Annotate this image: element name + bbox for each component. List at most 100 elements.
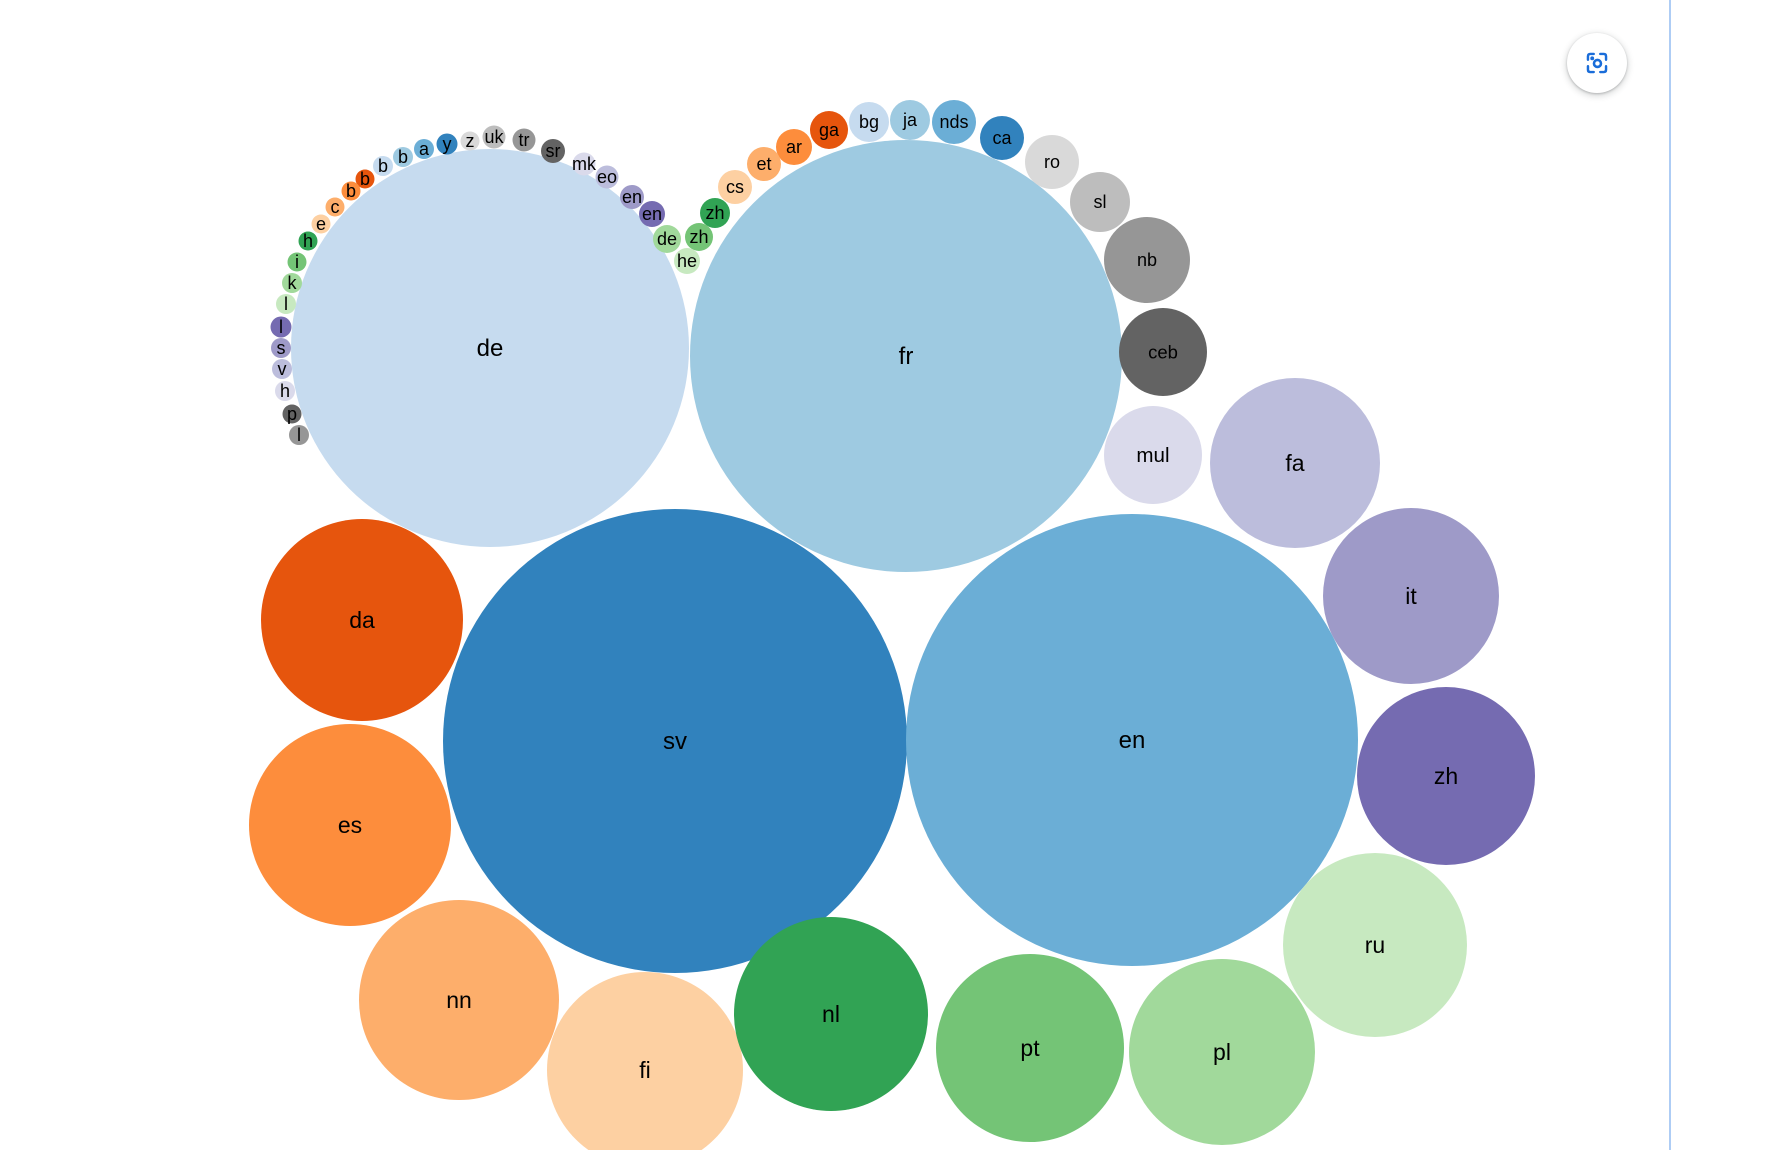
bubble-circle[interactable] — [287, 252, 307, 272]
bubble-mul[interactable]: mul — [1104, 406, 1202, 504]
bubble-circle[interactable] — [639, 201, 665, 227]
bubble-circle[interactable] — [1283, 853, 1467, 1037]
bubble-et[interactable]: et — [747, 147, 781, 181]
bubble-circle[interactable] — [718, 170, 752, 204]
bubble-c[interactable]: c — [325, 197, 345, 217]
bubble-i[interactable]: i — [287, 252, 307, 272]
bubble-circle[interactable] — [436, 133, 458, 155]
bubble-b[interactable]: b — [393, 147, 413, 167]
bubble-eo[interactable]: eo — [595, 165, 619, 189]
bubble-circle[interactable] — [291, 149, 689, 547]
bubble-ro[interactable]: ro — [1025, 135, 1079, 189]
bubble-circle[interactable] — [595, 165, 619, 189]
bubble-circle[interactable] — [275, 381, 295, 401]
bubble-circle[interactable] — [1357, 687, 1535, 865]
bubble-nb[interactable]: nb — [1104, 217, 1190, 303]
bubble-circle[interactable] — [270, 316, 292, 338]
bubble-circle[interactable] — [1129, 959, 1315, 1145]
bubble-k[interactable]: k — [282, 273, 302, 293]
bubble-circle[interactable] — [547, 972, 743, 1150]
bubble-circle[interactable] — [1025, 135, 1079, 189]
bubble-circle[interactable] — [932, 100, 976, 144]
bubble-circle[interactable] — [272, 359, 292, 379]
bubble-ar[interactable]: ar — [776, 129, 812, 165]
bubble-fa[interactable]: fa — [1210, 378, 1380, 548]
bubble-circle[interactable] — [271, 338, 291, 358]
bubble-y[interactable]: y — [436, 133, 458, 155]
bubble-de[interactable]: de — [653, 225, 681, 253]
bubble-circle[interactable] — [936, 954, 1124, 1142]
bubble-circle[interactable] — [482, 125, 506, 149]
bubble-e[interactable]: e — [311, 214, 331, 234]
bubble-circle[interactable] — [1323, 508, 1499, 684]
bubble-circle[interactable] — [443, 509, 907, 973]
bubble-he[interactable]: he — [674, 248, 700, 274]
bubble-circle[interactable] — [311, 214, 331, 234]
bubble-ru[interactable]: ru — [1283, 853, 1467, 1037]
bubble-en[interactable]: en — [620, 185, 644, 209]
bubble-tr[interactable]: tr — [512, 128, 536, 152]
bubble-circle[interactable] — [341, 181, 361, 201]
bubble-a[interactable]: a — [414, 139, 434, 159]
bubble-circle[interactable] — [282, 273, 302, 293]
bubble-nl[interactable]: nl — [734, 917, 928, 1111]
bubble-circle[interactable] — [906, 514, 1358, 966]
bubble-circle[interactable] — [249, 724, 451, 926]
bubble-es[interactable]: es — [249, 724, 451, 926]
bubble-circle[interactable] — [460, 131, 480, 151]
bubble-circle[interactable] — [747, 147, 781, 181]
bubble-en[interactable]: en — [906, 514, 1358, 966]
bubble-v[interactable]: v — [272, 359, 292, 379]
bubble-circle[interactable] — [849, 102, 889, 142]
bubble-nn[interactable]: nn — [359, 900, 559, 1100]
bubble-circle[interactable] — [261, 519, 463, 721]
bubble-circle[interactable] — [359, 900, 559, 1100]
bubble-zh[interactable]: zh — [685, 223, 713, 251]
bubble-ca[interactable]: ca — [980, 116, 1024, 160]
bubble-it[interactable]: it — [1323, 508, 1499, 684]
bubble-circle[interactable] — [685, 223, 713, 251]
bubble-nds[interactable]: nds — [932, 100, 976, 144]
bubble-circle[interactable] — [325, 197, 345, 217]
bubble-circle[interactable] — [690, 140, 1122, 572]
bubble-sl[interactable]: sl — [1070, 172, 1130, 232]
bubble-circle[interactable] — [541, 139, 565, 163]
bubble-circle[interactable] — [289, 425, 309, 445]
bubble-circle[interactable] — [1104, 217, 1190, 303]
bubble-pl[interactable]: pl — [1129, 959, 1315, 1145]
bubble-circle[interactable] — [276, 294, 296, 314]
bubble-pt[interactable]: pt — [936, 954, 1124, 1142]
bubble-de[interactable]: de — [291, 149, 689, 547]
bubble-h[interactable]: h — [275, 381, 295, 401]
bubble-zh[interactable]: zh — [1357, 687, 1535, 865]
bubble-circle[interactable] — [282, 404, 302, 424]
bubble-circle[interactable] — [298, 231, 318, 251]
bubble-h[interactable]: h — [298, 231, 318, 251]
bubble-s[interactable]: s — [271, 338, 291, 358]
bubble-en[interactable]: en — [639, 201, 665, 227]
bubble-ga[interactable]: ga — [810, 111, 848, 149]
bubble-circle[interactable] — [700, 198, 730, 228]
bubble-circle[interactable] — [734, 917, 928, 1111]
bubble-circle[interactable] — [1070, 172, 1130, 232]
bubble-circle[interactable] — [890, 100, 930, 140]
bubble-da[interactable]: da — [261, 519, 463, 721]
screenshot-button[interactable] — [1567, 33, 1627, 93]
bubble-cs[interactable]: cs — [718, 170, 752, 204]
bubble-fi[interactable]: fi — [547, 972, 743, 1150]
bubble-circle[interactable] — [810, 111, 848, 149]
bubble-ja[interactable]: ja — [890, 100, 930, 140]
bubble-sv[interactable]: sv — [443, 509, 907, 973]
bubble-circle[interactable] — [1104, 406, 1202, 504]
bubble-bg[interactable]: bg — [849, 102, 889, 142]
bubble-l[interactable]: l — [276, 294, 296, 314]
bubble-uk[interactable]: uk — [482, 125, 506, 149]
bubble-l[interactable]: l — [270, 316, 292, 338]
bubble-fr[interactable]: fr — [690, 140, 1122, 572]
bubble-circle[interactable] — [373, 156, 393, 176]
bubble-circle[interactable] — [776, 129, 812, 165]
bubble-p[interactable]: p — [282, 404, 302, 424]
bubble-circle[interactable] — [980, 116, 1024, 160]
bubble-circle[interactable] — [674, 248, 700, 274]
bubble-circle[interactable] — [393, 147, 413, 167]
